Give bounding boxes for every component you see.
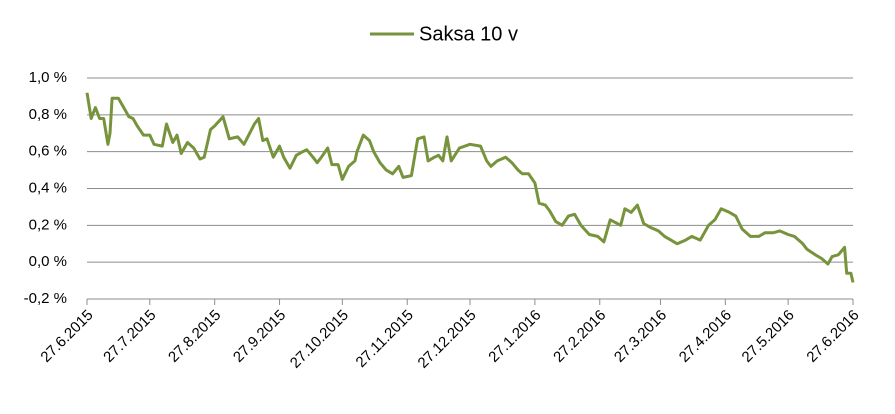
x-tick-label: 27.6.2016 <box>803 307 862 366</box>
y-tick-label: 1,0 % <box>29 69 67 86</box>
x-tick-label: 27.10.2015 <box>287 307 352 372</box>
x-tick-label: 27.12.2015 <box>415 307 480 372</box>
y-tick-label: 0,0 % <box>29 253 67 270</box>
y-tick-label: 0,8 % <box>29 106 67 123</box>
x-tick-label: 27.3.2016 <box>611 307 670 366</box>
x-tick-label: 27.5.2016 <box>739 307 798 366</box>
data-line <box>85 92 855 283</box>
y-tick-label: 0,6 % <box>29 143 67 160</box>
x-tick-label: 27.1.2016 <box>485 307 544 366</box>
legend-label: Saksa 10 v <box>419 23 518 45</box>
x-tick-label: 27.4.2016 <box>676 307 735 366</box>
x-tick-label: 27.11.2015 <box>353 307 417 371</box>
y-tick-label: 0,2 % <box>29 216 67 233</box>
x-tick-label: 27.2.2016 <box>550 307 609 366</box>
x-tick-label: 27.6.2015 <box>37 307 96 366</box>
y-tick-label: -0,2 % <box>24 290 67 307</box>
x-tick-label: 27.9.2015 <box>230 307 289 366</box>
x-tick-label: 27.8.2015 <box>165 307 224 366</box>
y-tick-label: 0,4 % <box>29 179 67 196</box>
x-tick-label: 27.7.2015 <box>100 307 159 366</box>
